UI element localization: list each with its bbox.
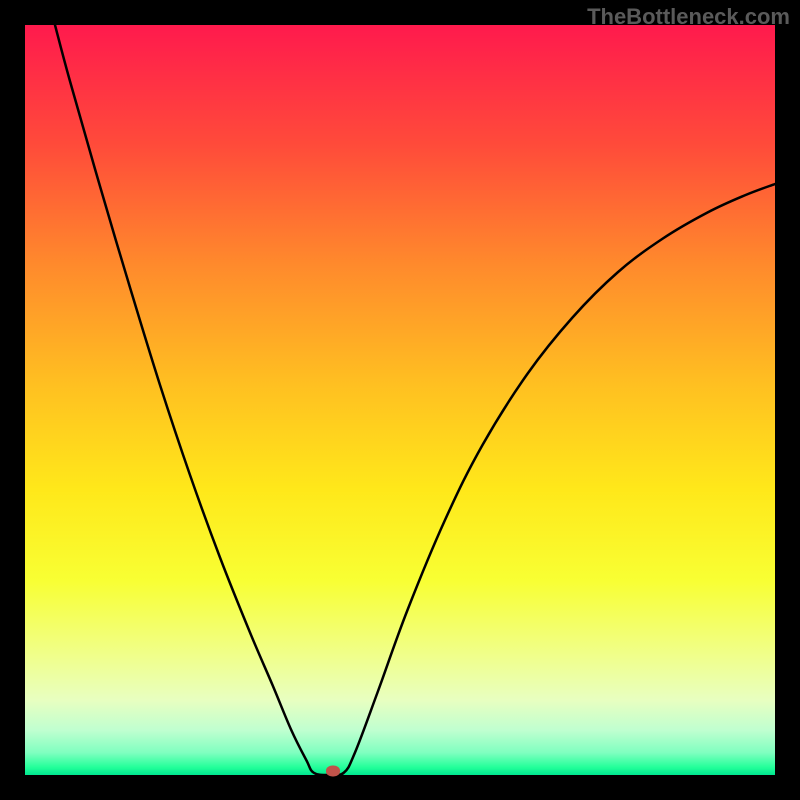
optimum-marker [326, 765, 340, 776]
bottleneck-curve [25, 25, 775, 775]
chart-plot-area [25, 25, 775, 775]
curve-path [55, 25, 775, 775]
watermark-text: TheBottleneck.com [587, 4, 790, 30]
